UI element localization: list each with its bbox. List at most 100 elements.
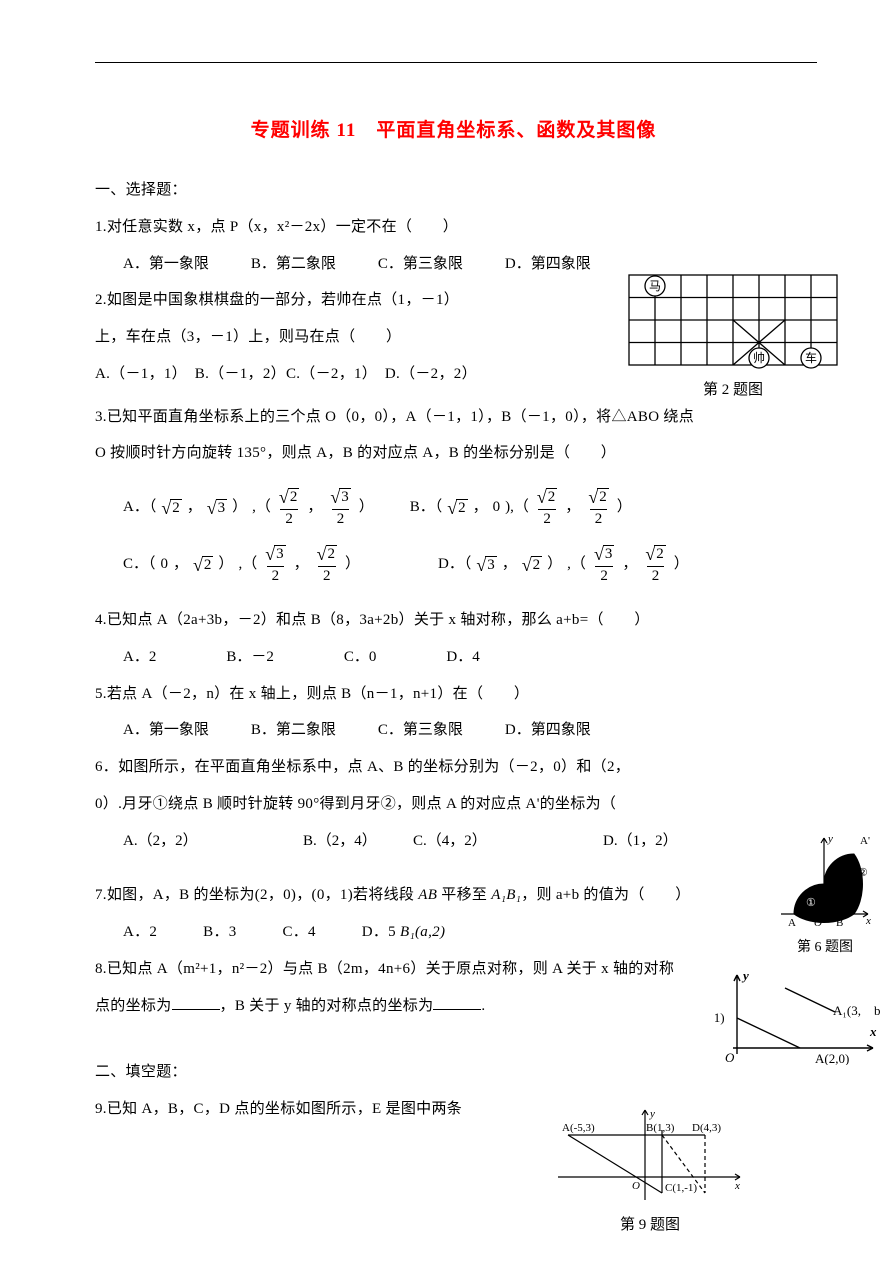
- q5-d: D．第四象限: [505, 712, 591, 749]
- q8-blank1: [172, 995, 220, 1010]
- den2b: 2: [332, 509, 350, 528]
- q9-A: A(-5,3): [562, 1122, 595, 1134]
- q3c-prefix: C．（: [123, 557, 156, 572]
- q1-stem: 1.对任意实数 x，点 P（x，x²－2x）一定不在（ ）: [95, 209, 812, 246]
- q1-opt-c: C．第三象限: [378, 246, 463, 283]
- den2h: 2: [647, 566, 665, 585]
- comma2: ，: [307, 500, 322, 515]
- piece-shuai: 帅: [753, 351, 765, 365]
- sqrt2n: 2: [288, 488, 300, 506]
- sqrt2c: 2: [546, 488, 558, 506]
- sqrt2f: 2: [326, 545, 338, 563]
- q7-mid: 平移至: [437, 887, 491, 903]
- den2f: 2: [318, 566, 336, 585]
- q3-opt-c: C．（ 0 ， √2 ）,（ √32 ， √22 ）: [123, 545, 360, 584]
- q8-blank2: [433, 995, 481, 1010]
- q3-opt-d: D．（ √3 ， √2 ）,（ √32 ， √22 ）: [438, 545, 689, 584]
- q4-a: A．2: [123, 639, 156, 676]
- q8-pre: 点的坐标为: [95, 998, 172, 1014]
- q3a-prefix: A．（: [123, 500, 156, 515]
- commad: ，: [173, 557, 188, 572]
- q9-O: O: [632, 1180, 640, 1192]
- q6-options: A.（2，2） B.（2，4） C.（4，2） D.（1，2）: [95, 823, 812, 860]
- commac: ，: [565, 500, 580, 515]
- section1-heading: 一、选择题：: [95, 172, 812, 209]
- den2e: 2: [267, 566, 285, 585]
- sqrt3: 3: [216, 499, 228, 517]
- q7-Alab: A(2,0): [815, 1051, 849, 1065]
- sqrt2: 2: [170, 499, 182, 517]
- q9-D: D(4,3): [692, 1122, 721, 1134]
- closeb: ）: [617, 500, 632, 515]
- q3-opt-b: B．（ √2 ， 0),（ √22 ， √22 ）: [410, 488, 632, 527]
- q5-stem: 5.若点 A（－2，n）在 x 轴上，则点 B（n－1，n+1）在（ ）: [95, 676, 812, 713]
- q6-Ap: A': [860, 835, 870, 847]
- q6-line2: 0）.月牙①绕点 B 顺时针旋转 90°得到月牙②，则点 A 的对应点 A'的坐…: [95, 786, 812, 823]
- sqrt2g: 2: [531, 556, 543, 574]
- q4-stem: 4.已知点 A（2a+3b，－2）和点 B（8，3a+2b）关于 x 轴对称，那…: [95, 602, 812, 639]
- den2g: 2: [595, 566, 613, 585]
- q7-B1: B₁(a,2): [400, 924, 445, 940]
- q7-svg: B(0,1) A₁(3, b) O A(2,0) x y: [715, 970, 880, 1065]
- sqrt3e: 3: [274, 545, 286, 563]
- commae: ，: [294, 557, 309, 572]
- q6-y: y: [827, 833, 833, 845]
- q9-C: C(1,-1): [665, 1182, 697, 1194]
- q6-two: ②: [858, 867, 868, 879]
- q3-line1: 3.已知平面直角坐标系上的三个点 O（0，0），A（－1，1），B（－1，0），…: [95, 399, 812, 436]
- q7-Blab: B(0,1): [715, 1010, 725, 1025]
- q2-fig-caption: 第 2 题图: [624, 378, 842, 399]
- q6-line1: 6．如图所示，在平面直角坐标系中，点 A、B 的坐标分别为（－2，0）和（2，: [95, 749, 812, 786]
- sqrt2e: 2: [202, 556, 214, 574]
- sqrt3n: 3: [339, 488, 351, 506]
- comma: ，: [187, 500, 202, 515]
- q6-svg: A' y x A O B ① ②: [776, 832, 874, 928]
- q6-a: A.（2，2）: [123, 823, 303, 860]
- q7-opts: A．2 B．3 C．4 D．5 B₁(a,2): [95, 914, 812, 951]
- den2c: 2: [538, 509, 556, 528]
- q9-x: x: [734, 1180, 740, 1192]
- sqrt2d: 2: [597, 488, 609, 506]
- q9-fig-caption: 第 9 题图: [550, 1213, 750, 1234]
- q7-post: ，则 a+b 的值为（ ）: [521, 887, 690, 903]
- q3-line2: O 按顺时针方向旋转 135°，则点 A，B 的对应点 A，B 的坐标分别是（ …: [95, 435, 812, 472]
- sqrt2h: 2: [654, 545, 666, 563]
- q3d-prefix: D．（: [438, 557, 471, 572]
- q8-line2: 点的坐标为，B 关于 y 轴的对称点的坐标为.: [95, 988, 812, 1025]
- zero: 0: [493, 500, 501, 515]
- chess-board-svg: 马 帅 车: [624, 270, 842, 370]
- closee: ）: [547, 557, 562, 572]
- q7-O: O: [725, 1050, 735, 1065]
- closef: ）: [674, 557, 689, 572]
- q5-options: A．第一象限 B．第二象限 C．第三象限 D．第四象限: [95, 712, 812, 749]
- q2-figure: 马 帅 车 第 2 题图: [624, 270, 842, 399]
- q7-stem: 7.如图，A，B 的坐标为(2，0)，(0，1)若将线段 AB 平移至 A₁B₁…: [95, 877, 812, 914]
- sqrt2b: 2: [456, 499, 468, 517]
- q3b-prefix: B．（: [410, 500, 443, 515]
- q6-d: D.（1，2）: [603, 823, 678, 860]
- q5-a: A．第一象限: [123, 712, 209, 749]
- q6-B: B: [836, 917, 843, 928]
- commag: ，: [622, 557, 637, 572]
- q9-figure: A(-5,3) B(1,3) D(4,3) C(1,-1) O x y 第 9 …: [550, 1105, 750, 1234]
- q7-y: y: [741, 970, 749, 983]
- q7-A1lab: A₁(3, b): [833, 1003, 880, 1018]
- q6-c: C.（4，2）: [413, 823, 603, 860]
- q1-opt-d: D．第四象限: [505, 246, 591, 283]
- den2: 2: [280, 509, 298, 528]
- q6-b: B.（2，4）: [303, 823, 413, 860]
- q1-opt-a: A．第一象限: [123, 246, 209, 283]
- q4-d: D．4: [446, 639, 479, 676]
- sqrt3h: 3: [603, 545, 615, 563]
- zeroc: 0: [161, 557, 169, 572]
- q3-row1: A．（ √2 ， √3 ）,（ √22 ， √32 ） B．（ √2 ， 0),…: [95, 488, 812, 527]
- q4-b: B．－2: [226, 639, 274, 676]
- q6-x: x: [865, 915, 871, 927]
- close2: ）: [359, 500, 374, 515]
- q4-c: C．0: [344, 639, 377, 676]
- q6-one: ①: [806, 897, 816, 909]
- commab: ，: [473, 500, 488, 515]
- q6-figure: A' y x A O B ① ② 第 6 题图: [776, 832, 874, 956]
- q9-svg: A(-5,3) B(1,3) D(4,3) C(1,-1) O x y: [550, 1105, 750, 1205]
- q7-pre: 7.如图，A，B 的坐标为(2，0)，(0，1)若将线段: [95, 887, 418, 903]
